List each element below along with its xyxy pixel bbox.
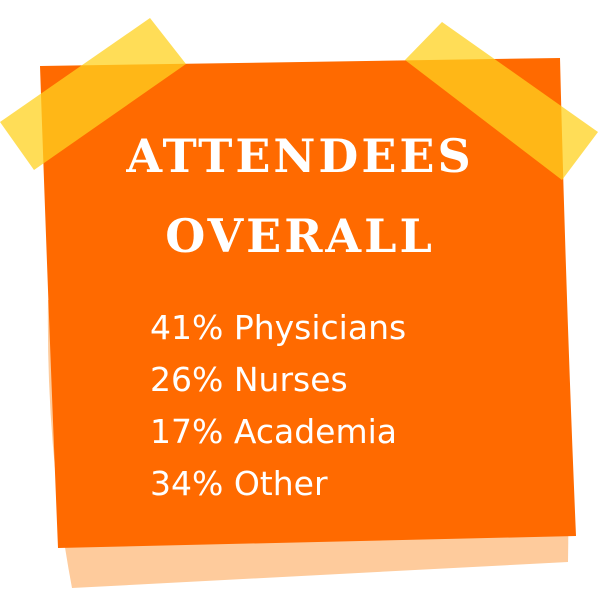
stat-item: 41% Physicians bbox=[150, 308, 406, 347]
title-line: ATTENDEES bbox=[125, 129, 473, 183]
stat-item: 34% Other bbox=[150, 464, 328, 503]
title-line: OVERALL bbox=[165, 209, 435, 263]
stat-item: 17% Academia bbox=[150, 412, 397, 451]
tape-left bbox=[0, 18, 186, 170]
stat-item: 26% Nurses bbox=[150, 360, 348, 399]
note bbox=[40, 58, 576, 548]
tape-right bbox=[405, 22, 598, 180]
